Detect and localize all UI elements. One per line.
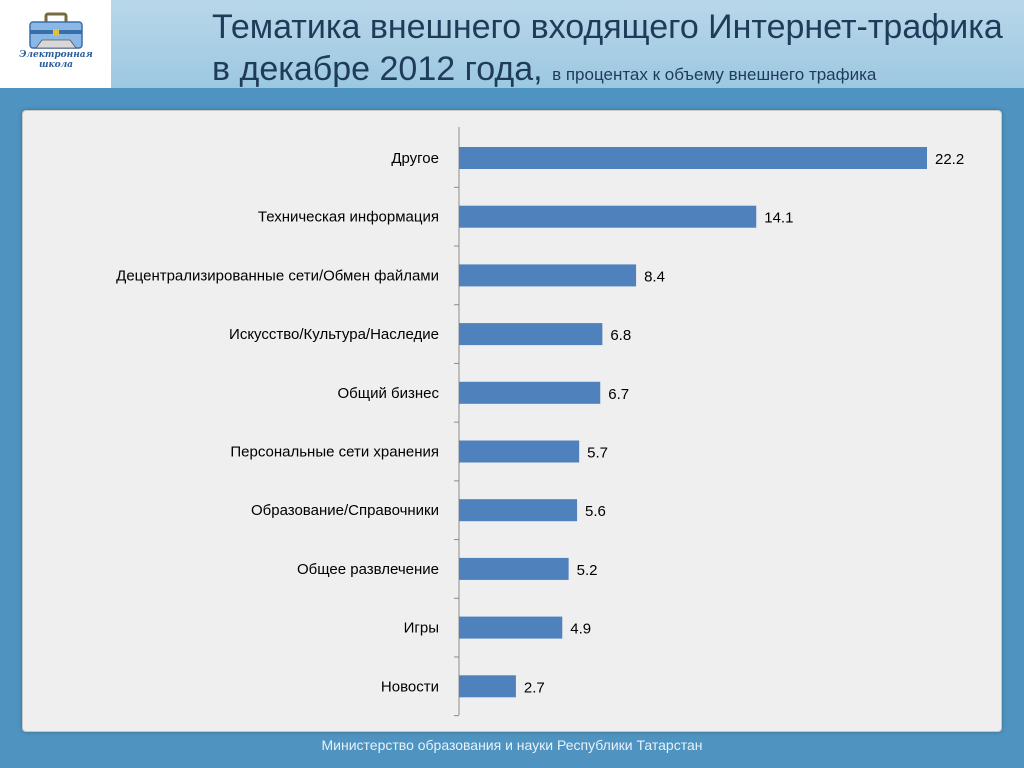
data-label: 2.7	[524, 679, 545, 696]
page-title: Тематика внешнего входящего Интернет-тра…	[212, 6, 1012, 96]
bar	[459, 323, 603, 346]
bar	[459, 264, 637, 287]
title-line2-wrap: в декабре 2012 года, в процентах к объем…	[212, 48, 1012, 96]
briefcase-icon	[29, 12, 83, 49]
data-label: 5.6	[585, 503, 606, 520]
data-label: 4.9	[570, 621, 591, 638]
data-label: 6.8	[610, 327, 631, 344]
data-label: 5.7	[587, 445, 608, 462]
title-main: Тематика внешнего входящего Интернет-тра…	[212, 8, 1003, 46]
data-label: 22.2	[935, 151, 964, 168]
bar	[459, 675, 516, 698]
title-line2: в декабре 2012 года,	[212, 50, 543, 88]
bar	[459, 499, 578, 522]
category-label: Игры	[404, 620, 439, 637]
category-label: Искусство/Культура/Наследие	[229, 326, 439, 343]
bar	[459, 616, 563, 639]
header: Электронная школа Тематика внешнего вход…	[0, 0, 1024, 88]
category-label: Децентрализированные сети/Обмен файлами	[116, 267, 439, 284]
bar-chart: Другое 22.2 Техническая информация 14.1 Деце…	[116, 127, 964, 717]
category-label: Персональные сети хранения	[230, 444, 439, 461]
bar	[459, 381, 601, 404]
category-label: Новости	[381, 678, 439, 695]
bar	[459, 440, 580, 463]
category-label: Общий бизнес	[338, 385, 440, 402]
bar	[459, 205, 757, 228]
data-label: 8.4	[644, 268, 665, 285]
bar	[459, 147, 927, 169]
logo-caption: Электронная школа	[19, 50, 93, 70]
chart-panel: Другое 22.2 Техническая информация 14.1 Деце…	[22, 110, 1002, 732]
logo: Электронная школа	[0, 0, 111, 88]
footer-text: Министерство образования и науки Республ…	[321, 737, 703, 753]
category-label: Образование/Справочники	[251, 502, 439, 519]
title-subtitle: в процентах к объему внешнего трафика	[552, 65, 877, 84]
data-label: 14.1	[764, 210, 793, 227]
data-label: 6.7	[608, 386, 629, 403]
category-label: Общее развлечение	[297, 561, 439, 578]
data-label: 5.2	[577, 562, 598, 579]
category-label: Техническая информация	[258, 209, 439, 226]
category-label: Другое	[391, 150, 439, 167]
bar	[459, 557, 569, 580]
